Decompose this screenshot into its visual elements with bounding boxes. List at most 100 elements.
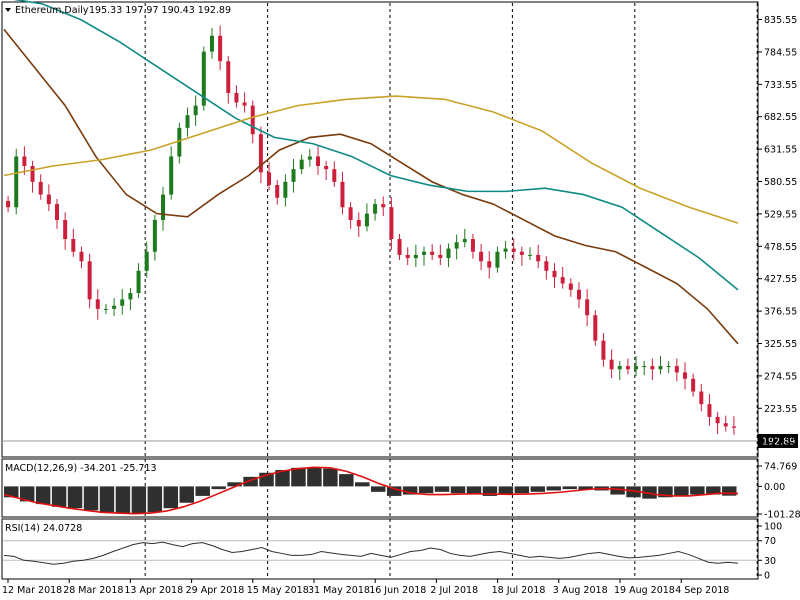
- price-tick-label: 478.55: [764, 242, 797, 253]
- macd-histogram-bar: [355, 482, 370, 487]
- candle-body: [495, 251, 500, 268]
- macd-tick-label: 74.769: [764, 462, 797, 473]
- last-price-label: 192.89: [762, 437, 795, 448]
- candle-body: [544, 261, 549, 271]
- candle-body: [87, 261, 92, 300]
- macd-histogram-bar: [307, 467, 322, 487]
- macd-histogram-bar: [402, 486, 418, 495]
- macd-histogram-bar: [275, 470, 290, 487]
- candle-body: [519, 251, 524, 255]
- candle-body: [193, 105, 198, 116]
- candle-body: [634, 366, 639, 370]
- price-tick-label: 835.55: [764, 15, 797, 26]
- rsi-polyline: [3, 541, 739, 565]
- triangle-down-icon[interactable]: [5, 8, 11, 12]
- candle-body: [715, 416, 720, 424]
- macd-signal-polyline: [3, 466, 739, 515]
- candle-body: [552, 270, 557, 278]
- candle-body: [609, 359, 614, 370]
- macd-histogram-bar: [514, 486, 530, 494]
- macd-histogram-bar: [434, 486, 450, 492]
- date-tick-label: 18 Jul 2018: [492, 585, 546, 596]
- candle-body: [63, 219, 68, 240]
- candle-body: [446, 248, 451, 259]
- macd-histogram-bar: [706, 486, 721, 495]
- candle-body: [6, 200, 11, 208]
- candle-body: [576, 289, 581, 300]
- macd-histogram-bar: [67, 486, 83, 509]
- rsi-pane-frame: [1, 518, 759, 580]
- macd-histogram-bar: [371, 486, 386, 492]
- price-tick-label: 529.55: [764, 209, 797, 220]
- macd-histogram-bar: [195, 486, 210, 496]
- candle-body: [422, 251, 427, 255]
- candle-body: [226, 61, 231, 93]
- candle-body: [585, 299, 590, 316]
- candle-body: [438, 254, 443, 259]
- candle-body: [560, 277, 565, 284]
- macd-histogram-bar: [83, 486, 99, 511]
- candle-body: [397, 239, 402, 255]
- macd-histogram-bar: [658, 486, 673, 498]
- rsi-tick-label: 0: [764, 571, 770, 582]
- candle-body: [120, 299, 125, 306]
- candle-body: [650, 366, 655, 370]
- candle-body: [389, 207, 394, 240]
- candle-body: [568, 283, 573, 290]
- rsi-level-lines: [3, 540, 757, 561]
- macd-histogram-bar: [562, 486, 577, 490]
- candle-body: [723, 423, 728, 427]
- macd-histogram-bar: [291, 467, 306, 487]
- rsi-axis: 100 70 30 0: [758, 522, 782, 582]
- candle-body: [128, 293, 133, 300]
- price-axis: 835.55 784.55 733.55 682.55 631.55 580.55 529.…: [758, 15, 797, 447]
- candle-body: [666, 366, 671, 368]
- candle-body: [201, 51, 206, 106]
- candle-body: [364, 213, 369, 227]
- date-tick-label: 29 Apr 2018: [186, 585, 245, 596]
- macd-histogram-bar: [498, 486, 514, 495]
- price-tick-label: 274.55: [764, 371, 797, 382]
- candle-body: [503, 248, 508, 252]
- rsi-tick-label: 30: [764, 556, 776, 567]
- candle-body: [218, 35, 223, 62]
- candle-body: [691, 378, 696, 392]
- candle-body: [185, 115, 190, 128]
- macd-histogram-bar: [179, 486, 194, 503]
- macd-histogram-bar: [163, 486, 179, 509]
- candle-body: [454, 242, 459, 249]
- price-tick-label: 427.55: [764, 274, 797, 285]
- symbol-header: Ethereum,Daily 195.33 197.97 190.43 192.…: [5, 5, 231, 16]
- date-tick-label: 16 Jun 2018: [369, 585, 426, 596]
- candle-body: [462, 239, 467, 243]
- macd-histogram-bar: [131, 486, 147, 514]
- date-axis: 12 Mar 2018 28 Mar 2018 13 Apr 2018 29 Apr …: [2, 579, 729, 596]
- macd-histogram-bar: [642, 486, 657, 499]
- candle-body: [291, 169, 296, 182]
- price-tick-label: 784.55: [764, 47, 797, 58]
- candle-body: [267, 172, 272, 186]
- candle-body: [658, 366, 663, 370]
- date-tick-label: 19 Aug 2018: [614, 585, 675, 596]
- macd-histogram-bar: [99, 486, 115, 513]
- macd-histogram-bar: [610, 486, 625, 495]
- candle-body: [617, 366, 622, 370]
- candle-body: [340, 181, 345, 208]
- macd-histogram-bar: [147, 486, 163, 513]
- macd-histogram-bar: [386, 486, 402, 496]
- date-tick-label: 2 Jul 2018: [430, 585, 478, 596]
- candle-body: [373, 204, 378, 214]
- macd-histogram-bar: [466, 486, 482, 495]
- moving-average-line: [13, 0, 739, 291]
- macd-histogram-bar: [482, 486, 498, 496]
- candle-body: [209, 35, 214, 52]
- macd-pane-frame: [1, 458, 759, 518]
- macd-label: MACD(12,26,9) -34.201 -25.713: [5, 463, 157, 474]
- last-price-marker: 192.89: [2, 434, 798, 448]
- rsi-tick-label: 70: [764, 536, 776, 547]
- date-tick-label: 28 Mar 2018: [63, 585, 123, 596]
- date-tick-label: 31 May 2018: [308, 585, 370, 596]
- candle-body: [332, 169, 337, 182]
- macd-tick-label: -101.287: [764, 510, 800, 521]
